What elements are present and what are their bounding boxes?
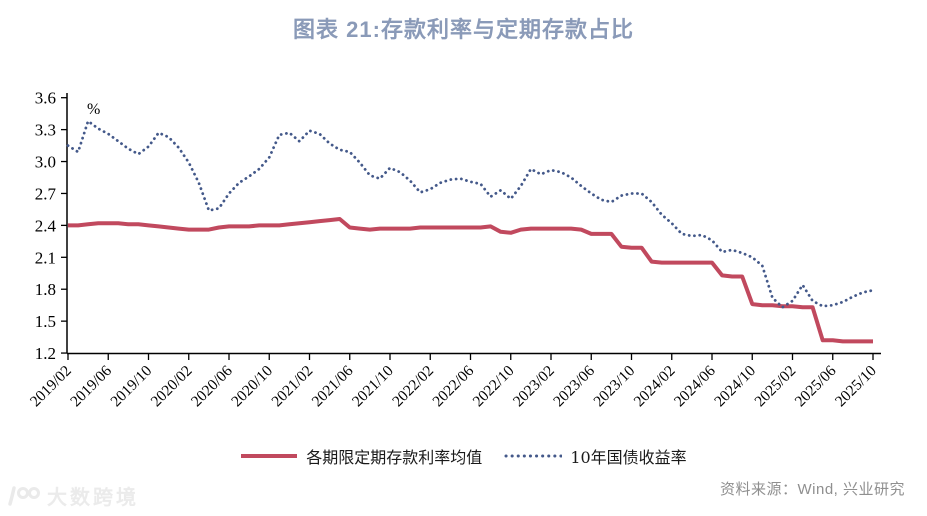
y-tick-label: 3.3 [35,121,56,140]
x-tick-label: 2023/10 [590,362,638,410]
legend-label-deposit-rate: 各期限定期存款利率均值 [306,448,483,467]
x-tick-label: 2023/02 [510,362,558,410]
watermark-text: 大数跨境 [47,487,139,509]
legend-item-treasury-yield: 10年国债收益率 [504,444,687,468]
watermark-100-icon [8,485,40,506]
x-tick-label: 2025/06 [792,362,840,410]
x-tick-label: 2024/06 [671,362,719,410]
y-axis-unit-label: % [87,101,100,118]
legend-label-treasury-yield: 10年国债收益率 [570,448,687,467]
y-tick-label: 2.4 [35,216,57,235]
x-tick-label: 2021/10 [349,362,397,410]
x-tick-label: 2020/02 [148,362,196,410]
legend-swatch-dotted-line [504,454,563,458]
x-tick-label: 2020/06 [188,362,236,410]
source-note: 资料来源：Wind, 兴业研究 [719,481,905,498]
x-tick-label: 2019/02 [27,362,75,410]
x-tick-label: 2022/02 [389,362,437,410]
y-tick-label: 1.2 [35,344,56,363]
y-tick-label: 1.5 [35,312,56,331]
page-title: 图表 21:存款利率与定期存款占比 [293,17,634,42]
watermark-logo: 大数跨境 [8,481,139,510]
x-tick-label: 2021/02 [268,362,316,410]
legend: 各期限定期存款利率均值 10年国债收益率 [0,444,927,468]
x-tick-label: 2022/10 [470,362,518,410]
x-tick-label: 2019/06 [67,362,115,410]
x-tick-label: 2023/06 [550,362,598,410]
x-tick-label: 2025/10 [832,362,880,410]
y-tick-label: 2.1 [35,248,56,267]
x-tick-label: 2019/10 [107,362,155,410]
legend-swatch-solid-line [241,454,298,458]
series-line-deposit-rate [68,217,873,344]
x-tick-label: 2020/10 [228,362,276,410]
y-tick-label: 3.0 [35,153,56,172]
x-tick-label: 2022/06 [429,362,477,410]
series-line-treasury-yield [66,119,875,309]
x-tick-label: 2024/10 [711,362,759,410]
chart-canvas: 3.6 3.3 3.0 2.7 2.4 2.1 1.8 1.5 1.22019/022019/0… [27,89,881,410]
x-tick-label: 2021/06 [309,362,357,410]
x-tick-label: 2025/02 [751,362,799,410]
y-tick-label: 2.7 [35,184,57,203]
legend-item-deposit-rate: 各期限定期存款利率均值 [240,444,482,468]
x-tick-label: 2024/02 [631,362,679,410]
y-tick-label: 1.8 [35,280,56,299]
y-tick-label: 3.6 [35,89,56,108]
